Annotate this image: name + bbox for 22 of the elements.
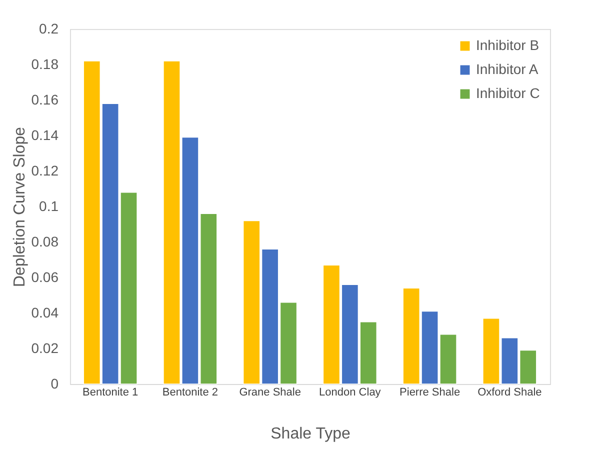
legend-label: Inhibitor B	[476, 37, 540, 53]
y-tick-label: 0.18	[31, 56, 59, 72]
x-tick-label: Pierre Shale	[400, 386, 460, 398]
y-tick-label: 0.14	[31, 127, 59, 143]
y-tick-label: 0.12	[31, 162, 59, 178]
x-tick-label: Bentonite 1	[82, 386, 138, 398]
y-tick-label: 0.06	[31, 269, 59, 285]
legend-label: Inhibitor A	[476, 61, 539, 77]
y-tick-label: 0.1	[39, 198, 59, 214]
y-tick-label: 0.16	[31, 92, 59, 108]
x-tick-label: London Clay	[319, 386, 382, 398]
y-tick-label: 0.08	[31, 234, 59, 250]
y-tick-label: 0.2	[39, 20, 59, 36]
y-axis-title: Depletion Curve Slope	[11, 126, 28, 288]
x-tick-label: Oxford Shale	[478, 386, 542, 398]
x-axis-title: Shale Type	[270, 426, 350, 442]
legend-label: Inhibitor C	[476, 85, 540, 101]
x-tick-label: Bentonite 2	[162, 386, 218, 398]
y-tick-label: 0.02	[31, 340, 59, 356]
x-tick-label: Grane Shale	[239, 386, 301, 398]
y-tick-label: 0	[50, 376, 59, 392]
y-tick-label: 0.04	[31, 304, 59, 320]
